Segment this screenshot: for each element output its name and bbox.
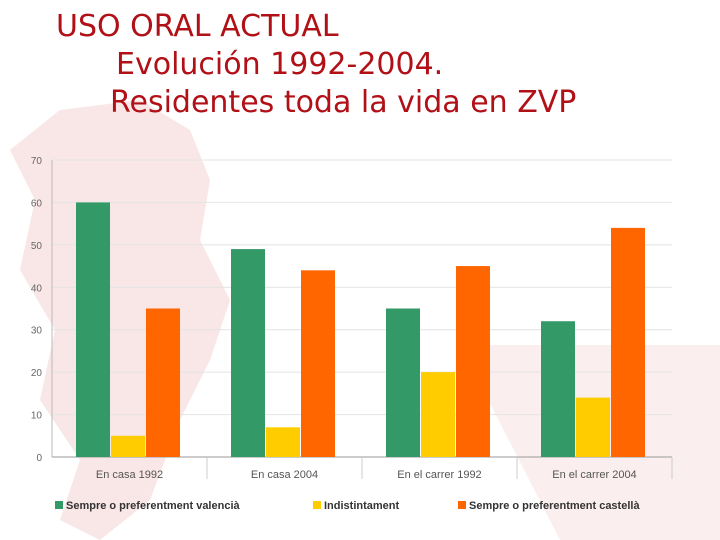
title-line-1: USO ORAL ACTUAL <box>56 9 339 44</box>
y-tick-label: 50 <box>31 241 43 252</box>
y-tick-label: 20 <box>31 368 43 379</box>
legend-swatch-0 <box>55 501 63 509</box>
bar-chart: 0 10 20 30 40 50 60 70 En casa 1992 En casa 2004 E… <box>31 156 673 512</box>
legend-swatch-2 <box>458 501 466 509</box>
slide-title: USO ORAL ACTUAL Evolución 1992-2004. Res… <box>56 8 576 122</box>
bar-3-1 <box>576 397 610 457</box>
y-tick-label: 60 <box>31 198 43 209</box>
bar-1-1 <box>266 427 300 457</box>
bar-3-2 <box>611 227 645 457</box>
x-tick-label: En el carrer 1992 <box>397 469 481 481</box>
title-line-3: Residentes toda la vida en ZVP <box>110 85 577 120</box>
bar-2-2 <box>456 266 490 457</box>
x-tick-label: En casa 1992 <box>96 469 163 481</box>
legend-label-1: Indistintament <box>324 500 400 512</box>
bar-2-0 <box>386 308 420 457</box>
bar-2-1 <box>421 372 455 457</box>
y-tick-label: 40 <box>31 283 43 294</box>
bar-1-2 <box>301 270 335 457</box>
title-line-2: Evolución 1992-2004. <box>116 47 444 82</box>
legend-label-0: Sempre o preferentment valencià <box>66 500 241 512</box>
legend-swatch-1 <box>313 501 321 509</box>
bar-3-0 <box>541 321 575 457</box>
bar-0-2 <box>146 308 180 457</box>
bar-0-0 <box>76 202 110 457</box>
y-tick-label: 10 <box>31 411 43 422</box>
bar-0-1 <box>111 435 145 457</box>
x-tick-label: En casa 2004 <box>251 469 318 481</box>
y-tick-label: 30 <box>31 326 43 337</box>
y-tick-label: 0 <box>36 453 42 464</box>
legend-label-2: Sempre o preferentment castellà <box>469 500 640 512</box>
y-tick-label: 70 <box>31 156 43 167</box>
x-tick-label: En el carrer 2004 <box>552 469 636 481</box>
bar-1-0 <box>231 249 265 457</box>
